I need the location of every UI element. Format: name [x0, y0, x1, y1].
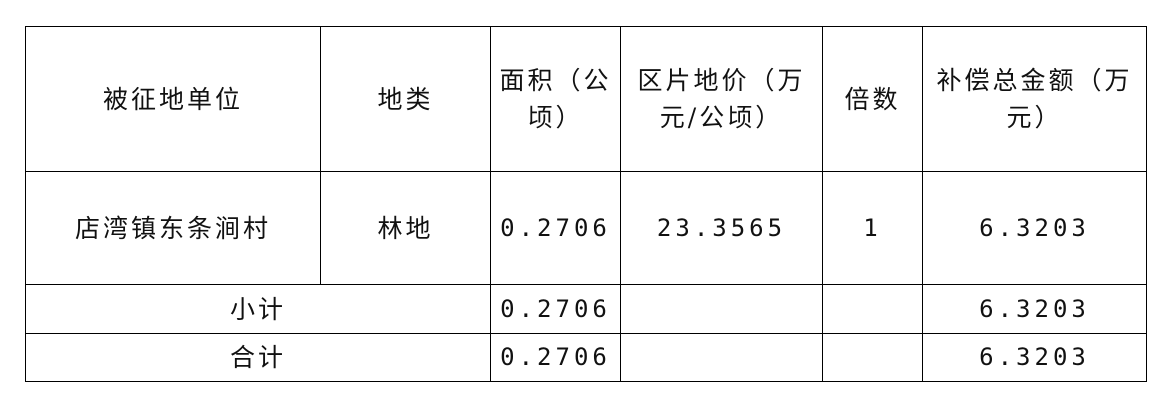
- subtotal-row: 小计 0.2706 6.3203: [25, 284, 1147, 334]
- header-price: 区片地价（万元/公顷）: [620, 26, 823, 172]
- header-land-type: 地类: [320, 26, 491, 172]
- grand-total-label: 合计: [25, 333, 491, 382]
- header-multiple: 倍数: [822, 26, 923, 172]
- table-row: 店湾镇东条涧村 林地 0.2706 23.3565 1 6.3203: [25, 171, 1147, 285]
- subtotal-area: 0.2706: [490, 284, 621, 334]
- grand-total-total: 6.3203: [922, 333, 1147, 382]
- header-total: 补偿总金额（万元）: [922, 26, 1147, 172]
- header-area: 面积（公顷）: [490, 26, 621, 172]
- cell-multiple: 1: [822, 171, 923, 285]
- cell-unit: 店湾镇东条涧村: [25, 171, 321, 285]
- cell-land-type: 林地: [320, 171, 491, 285]
- cell-price: 23.3565: [620, 171, 823, 285]
- subtotal-label: 小计: [25, 284, 491, 334]
- header-row: 被征地单位 地类 面积（公顷） 区片地价（万元/公顷） 倍数 补偿总金额（万元）: [25, 26, 1147, 172]
- grand-total-price-empty: [620, 333, 823, 382]
- subtotal-total: 6.3203: [922, 284, 1147, 334]
- subtotal-price-empty: [620, 284, 823, 334]
- grand-total-row: 合计 0.2706 6.3203: [25, 333, 1147, 382]
- grand-total-multiple-empty: [822, 333, 923, 382]
- cell-area: 0.2706: [490, 171, 621, 285]
- compensation-table: 被征地单位 地类 面积（公顷） 区片地价（万元/公顷） 倍数 补偿总金额（万元）…: [25, 26, 1147, 382]
- grand-total-area: 0.2706: [490, 333, 621, 382]
- cell-total: 6.3203: [922, 171, 1147, 285]
- header-unit: 被征地单位: [25, 26, 321, 172]
- subtotal-multiple-empty: [822, 284, 923, 334]
